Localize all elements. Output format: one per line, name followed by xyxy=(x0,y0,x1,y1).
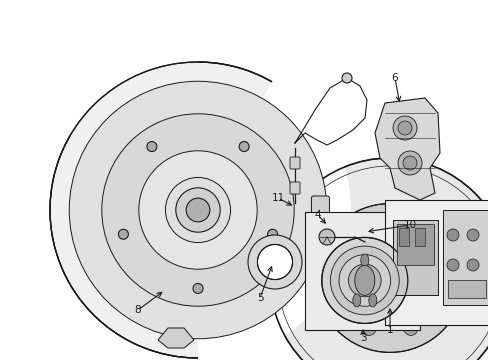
Circle shape xyxy=(446,259,458,271)
Circle shape xyxy=(341,73,351,83)
Circle shape xyxy=(402,156,416,170)
Circle shape xyxy=(403,321,417,336)
Circle shape xyxy=(321,238,407,323)
Text: 4: 4 xyxy=(314,210,321,220)
Circle shape xyxy=(432,250,447,264)
Circle shape xyxy=(102,114,294,306)
Circle shape xyxy=(362,221,375,235)
Text: 10: 10 xyxy=(403,220,416,230)
Circle shape xyxy=(362,321,375,336)
Circle shape xyxy=(50,62,346,358)
Circle shape xyxy=(330,246,398,315)
Polygon shape xyxy=(374,98,439,200)
Text: 6: 6 xyxy=(391,73,398,83)
FancyBboxPatch shape xyxy=(289,182,299,194)
Circle shape xyxy=(118,229,128,239)
Bar xyxy=(392,220,437,295)
Circle shape xyxy=(257,244,292,280)
Circle shape xyxy=(466,229,478,241)
FancyBboxPatch shape xyxy=(289,157,299,169)
Polygon shape xyxy=(158,328,194,348)
Circle shape xyxy=(356,244,423,312)
Bar xyxy=(305,212,419,330)
Bar xyxy=(384,200,488,325)
Text: 11: 11 xyxy=(271,193,284,203)
Ellipse shape xyxy=(360,254,368,267)
Circle shape xyxy=(466,259,478,271)
Circle shape xyxy=(239,141,248,152)
Text: 8: 8 xyxy=(134,305,141,315)
Circle shape xyxy=(332,227,342,237)
Text: 5: 5 xyxy=(256,293,263,303)
Wedge shape xyxy=(198,77,350,360)
FancyBboxPatch shape xyxy=(311,196,329,224)
Circle shape xyxy=(176,188,220,232)
Circle shape xyxy=(355,271,373,290)
Circle shape xyxy=(392,116,416,140)
Ellipse shape xyxy=(352,294,360,307)
Ellipse shape xyxy=(368,294,376,307)
Bar xyxy=(414,228,424,246)
Circle shape xyxy=(397,121,411,135)
Circle shape xyxy=(332,250,346,264)
Bar xyxy=(447,280,485,298)
Text: 1: 1 xyxy=(386,325,392,335)
Bar xyxy=(396,224,433,265)
Ellipse shape xyxy=(377,261,401,295)
Bar xyxy=(442,210,488,305)
Circle shape xyxy=(69,81,326,339)
Circle shape xyxy=(338,255,390,306)
Circle shape xyxy=(446,229,458,241)
Circle shape xyxy=(403,221,417,235)
Circle shape xyxy=(432,292,447,306)
Bar xyxy=(398,228,408,246)
Circle shape xyxy=(318,229,334,245)
Circle shape xyxy=(186,198,209,222)
Circle shape xyxy=(397,151,421,175)
Circle shape xyxy=(267,229,277,239)
Circle shape xyxy=(193,283,203,293)
Ellipse shape xyxy=(354,265,374,296)
Circle shape xyxy=(247,235,302,289)
Circle shape xyxy=(269,158,488,360)
Circle shape xyxy=(146,141,157,152)
Polygon shape xyxy=(339,227,351,237)
Text: 3: 3 xyxy=(359,333,366,343)
Circle shape xyxy=(348,264,380,297)
Circle shape xyxy=(315,204,464,352)
Circle shape xyxy=(139,151,257,269)
Circle shape xyxy=(165,177,230,243)
Circle shape xyxy=(332,292,346,306)
